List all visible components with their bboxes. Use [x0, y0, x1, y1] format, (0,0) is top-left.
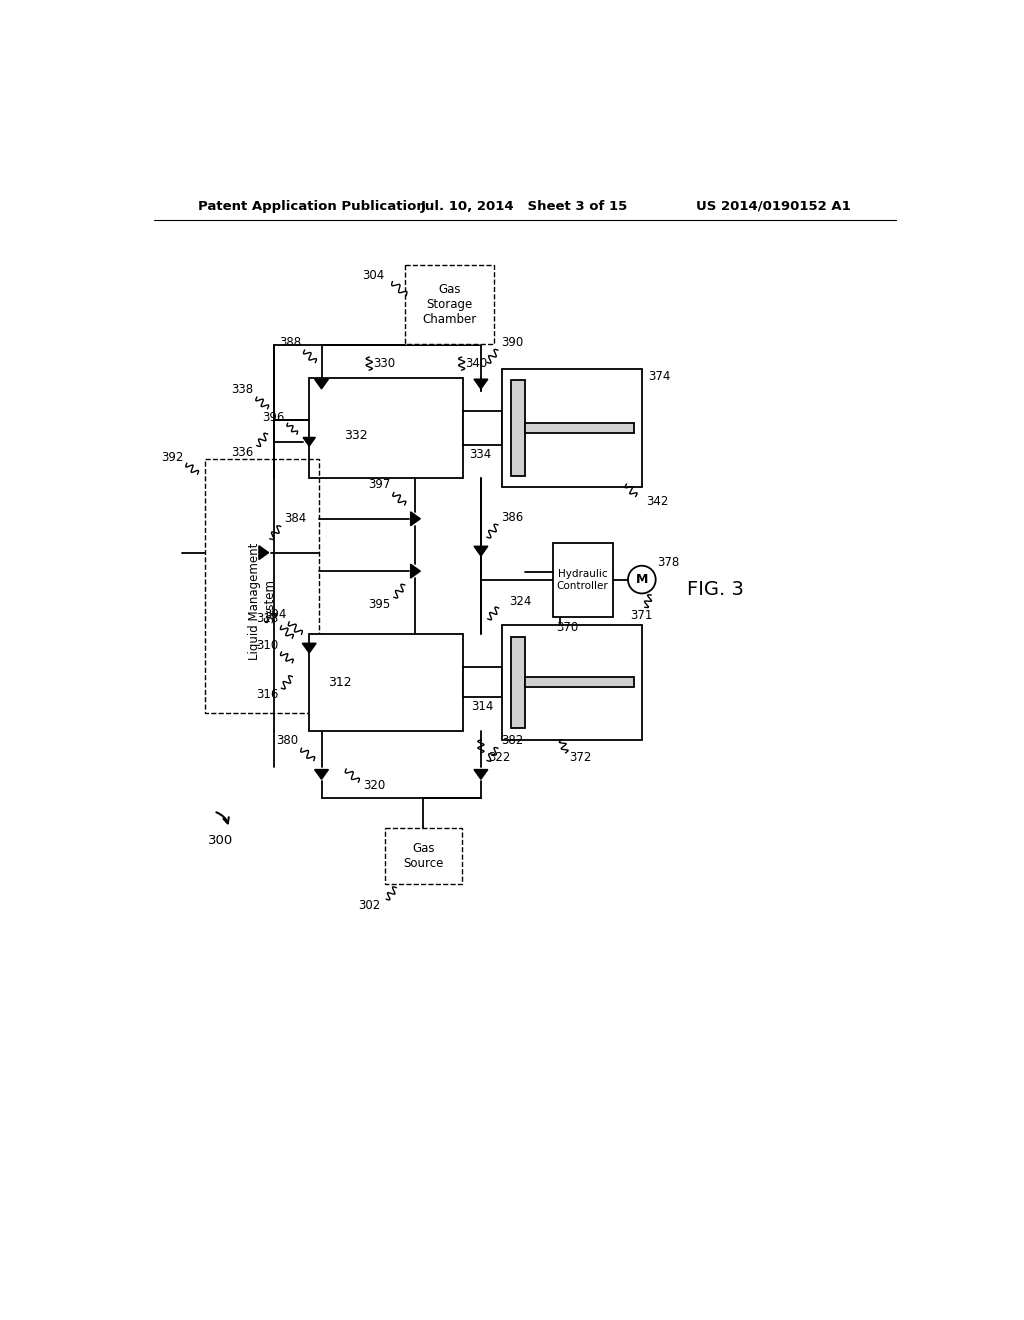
Text: Liquid Management
System: Liquid Management System: [248, 543, 276, 660]
Bar: [385, 829, 462, 884]
Text: 330: 330: [373, 356, 395, 370]
Text: 371: 371: [631, 609, 653, 622]
Text: 310: 310: [256, 639, 279, 652]
Text: 374: 374: [648, 370, 671, 383]
Polygon shape: [303, 437, 315, 446]
Text: 338: 338: [231, 383, 254, 396]
Bar: [502, 626, 642, 739]
Text: 382: 382: [501, 734, 523, 747]
Text: Gas
Storage
Chamber: Gas Storage Chamber: [423, 282, 477, 326]
Bar: [406, 264, 494, 345]
Text: 392: 392: [162, 450, 183, 463]
Bar: [463, 411, 502, 445]
Text: Hydraulic
Controller: Hydraulic Controller: [557, 569, 608, 591]
Text: 334: 334: [469, 447, 492, 461]
Text: 318: 318: [256, 612, 279, 626]
Bar: [553, 544, 612, 616]
Text: 340: 340: [466, 356, 487, 370]
Text: 304: 304: [362, 269, 385, 282]
Bar: [524, 677, 634, 686]
Bar: [463, 667, 502, 697]
Polygon shape: [474, 770, 487, 779]
Bar: [511, 636, 524, 729]
Text: 380: 380: [276, 734, 298, 747]
Bar: [309, 378, 463, 478]
Text: 386: 386: [501, 511, 523, 524]
Text: Patent Application Publication: Patent Application Publication: [199, 199, 426, 213]
Text: 342: 342: [646, 495, 668, 508]
Bar: [524, 424, 634, 433]
Text: 397: 397: [369, 478, 391, 491]
Text: M: M: [636, 573, 648, 586]
Text: 396: 396: [262, 411, 285, 424]
Text: 302: 302: [358, 899, 381, 912]
Bar: [511, 380, 524, 475]
Bar: [502, 368, 642, 487]
Polygon shape: [314, 770, 329, 779]
Text: 316: 316: [256, 688, 279, 701]
Text: Jul. 10, 2014   Sheet 3 of 15: Jul. 10, 2014 Sheet 3 of 15: [421, 199, 629, 213]
Text: 372: 372: [569, 751, 592, 764]
Bar: [309, 635, 463, 730]
Text: Gas
Source: Gas Source: [403, 842, 443, 870]
Polygon shape: [411, 512, 420, 525]
Polygon shape: [314, 379, 329, 389]
Text: US 2014/0190152 A1: US 2014/0190152 A1: [695, 199, 851, 213]
Text: 300: 300: [208, 834, 232, 847]
Text: 322: 322: [488, 751, 511, 764]
Text: 324: 324: [509, 595, 531, 609]
Text: 320: 320: [364, 779, 385, 792]
Text: 390: 390: [501, 335, 523, 348]
Text: 378: 378: [657, 556, 680, 569]
Text: 384: 384: [284, 512, 306, 525]
Text: 388: 388: [280, 335, 301, 348]
Bar: [205, 459, 319, 713]
Polygon shape: [411, 564, 420, 578]
Text: 312: 312: [328, 676, 352, 689]
Text: 314: 314: [471, 700, 494, 713]
Text: FIG. 3: FIG. 3: [687, 579, 744, 599]
Text: 336: 336: [231, 446, 254, 459]
Text: 332: 332: [344, 429, 368, 442]
Polygon shape: [474, 379, 487, 389]
Polygon shape: [259, 545, 268, 560]
Polygon shape: [474, 546, 487, 556]
Text: 370: 370: [556, 620, 579, 634]
Text: 394: 394: [264, 607, 286, 620]
Polygon shape: [302, 643, 316, 653]
Text: 395: 395: [369, 598, 391, 611]
